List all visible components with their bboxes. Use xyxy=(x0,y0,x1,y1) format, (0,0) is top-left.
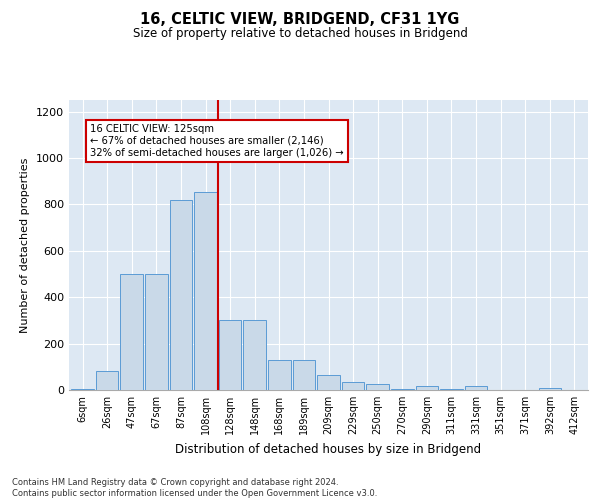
Text: Contains HM Land Registry data © Crown copyright and database right 2024.
Contai: Contains HM Land Registry data © Crown c… xyxy=(12,478,377,498)
Bar xyxy=(268,360,290,390)
Y-axis label: Number of detached properties: Number of detached properties xyxy=(20,158,31,332)
Bar xyxy=(194,192,217,390)
Bar xyxy=(219,320,241,390)
X-axis label: Distribution of detached houses by size in Bridgend: Distribution of detached houses by size … xyxy=(175,442,482,456)
Bar xyxy=(391,389,413,390)
Bar xyxy=(71,389,94,390)
Bar xyxy=(416,386,438,390)
Bar xyxy=(342,382,364,390)
Text: 16 CELTIC VIEW: 125sqm
← 67% of detached houses are smaller (2,146)
32% of semi-: 16 CELTIC VIEW: 125sqm ← 67% of detached… xyxy=(90,124,344,158)
Bar xyxy=(539,388,561,390)
Bar xyxy=(367,384,389,390)
Text: 16, CELTIC VIEW, BRIDGEND, CF31 1YG: 16, CELTIC VIEW, BRIDGEND, CF31 1YG xyxy=(140,12,460,28)
Bar xyxy=(244,320,266,390)
Bar xyxy=(145,274,167,390)
Bar xyxy=(170,200,192,390)
Bar xyxy=(440,389,463,390)
Bar xyxy=(293,360,315,390)
Bar xyxy=(96,372,118,390)
Text: Size of property relative to detached houses in Bridgend: Size of property relative to detached ho… xyxy=(133,28,467,40)
Bar xyxy=(317,375,340,390)
Bar xyxy=(465,386,487,390)
Bar xyxy=(121,274,143,390)
